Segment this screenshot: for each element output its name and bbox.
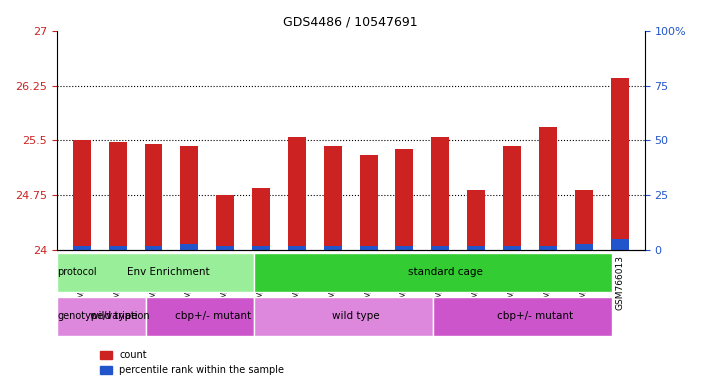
- Text: wild type: wild type: [90, 311, 138, 321]
- Bar: [144, 144, 163, 250]
- Bar: [216, 195, 234, 250]
- Text: standard cage: standard cage: [408, 267, 483, 277]
- Text: cbp+/- mutant: cbp+/- mutant: [175, 311, 251, 321]
- Bar: [216, 246, 234, 250]
- Bar: [360, 246, 378, 250]
- Bar: [324, 146, 341, 250]
- Bar: [324, 246, 341, 250]
- Title: GDS4486 / 10547691: GDS4486 / 10547691: [283, 15, 418, 28]
- FancyBboxPatch shape: [254, 296, 433, 336]
- Bar: [109, 142, 127, 250]
- FancyBboxPatch shape: [254, 253, 613, 292]
- Legend: count, percentile rank within the sample: count, percentile rank within the sample: [96, 346, 288, 379]
- FancyBboxPatch shape: [57, 296, 147, 336]
- Bar: [503, 146, 521, 250]
- Bar: [252, 188, 270, 250]
- Bar: [611, 78, 629, 250]
- Bar: [73, 141, 90, 250]
- Text: protocol: protocol: [57, 267, 97, 277]
- FancyBboxPatch shape: [57, 253, 254, 292]
- Bar: [109, 246, 127, 250]
- Bar: [180, 146, 198, 250]
- Bar: [252, 246, 270, 250]
- Bar: [611, 239, 629, 250]
- Bar: [180, 244, 198, 250]
- Bar: [575, 244, 592, 250]
- FancyBboxPatch shape: [433, 296, 613, 336]
- FancyBboxPatch shape: [147, 296, 254, 336]
- Text: Env Enrichment: Env Enrichment: [127, 267, 209, 277]
- Bar: [431, 246, 449, 250]
- Bar: [73, 246, 90, 250]
- Text: wild type: wild type: [332, 311, 380, 321]
- Bar: [395, 149, 414, 250]
- Bar: [575, 190, 592, 250]
- Bar: [431, 137, 449, 250]
- Bar: [395, 246, 414, 250]
- Bar: [539, 246, 557, 250]
- Bar: [288, 137, 306, 250]
- Text: cbp+/- mutant: cbp+/- mutant: [497, 311, 573, 321]
- Bar: [467, 190, 485, 250]
- Bar: [467, 246, 485, 250]
- Bar: [539, 127, 557, 250]
- Bar: [360, 155, 378, 250]
- Text: genotype/variation: genotype/variation: [57, 311, 150, 321]
- Bar: [503, 246, 521, 250]
- Bar: [144, 246, 163, 250]
- Bar: [288, 246, 306, 250]
